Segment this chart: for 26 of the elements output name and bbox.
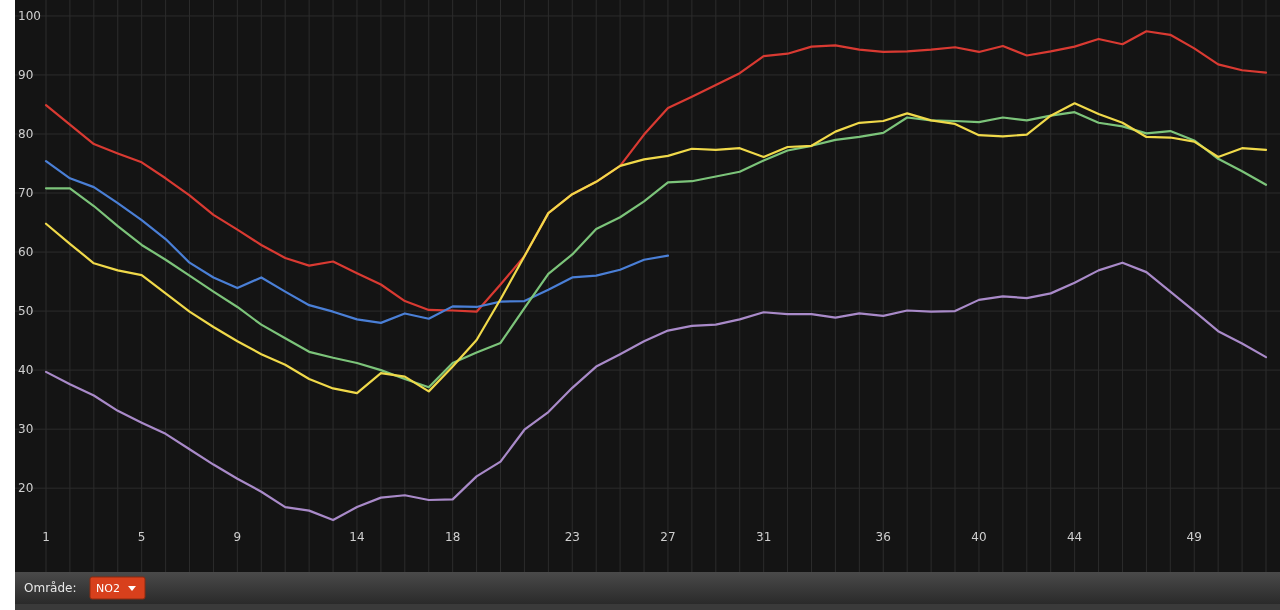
y-tick-label: 30 bbox=[18, 422, 34, 437]
y-tick-label: 40 bbox=[18, 363, 34, 378]
y-tick-label: 50 bbox=[18, 304, 34, 319]
y-tick-label: 90 bbox=[18, 68, 34, 83]
text: Område: bbox=[24, 581, 77, 596]
y-tick-label: 70 bbox=[18, 186, 34, 201]
x-tick-label: 44 bbox=[1066, 530, 1083, 545]
x-tick-label: 5 bbox=[137, 530, 146, 545]
x-tick-label: 18 bbox=[445, 530, 461, 545]
line-series bbox=[44, 160, 670, 324]
y-tick-label: 80 bbox=[18, 127, 34, 142]
line-series bbox=[44, 30, 1268, 313]
y-tick-label: 20 bbox=[18, 481, 34, 496]
text: NO2 bbox=[96, 581, 120, 595]
x-tick-label: 49 bbox=[1186, 530, 1202, 545]
x-tick-label: 40 bbox=[971, 530, 987, 545]
y-tick-label: 60 bbox=[18, 245, 34, 260]
line-series bbox=[44, 261, 1268, 522]
x-tick-label: 31 bbox=[756, 530, 772, 545]
x-tick-label: 14 bbox=[349, 530, 365, 545]
x-tick-label: 9 bbox=[233, 530, 242, 545]
y-tick-label: 100 bbox=[18, 9, 41, 24]
x-tick-label: 36 bbox=[875, 530, 891, 545]
x-tick-label: 1 bbox=[42, 530, 50, 545]
x-tick-label: 27 bbox=[660, 530, 676, 545]
x-tick-label: 23 bbox=[564, 530, 580, 545]
